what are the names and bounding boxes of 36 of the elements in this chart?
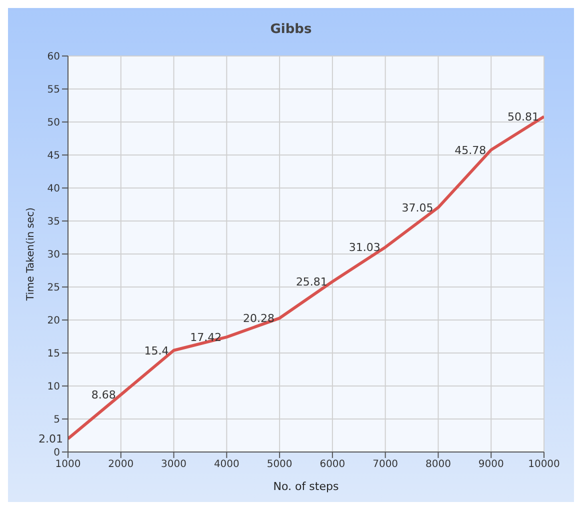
y-tick-label: 15 — [47, 348, 60, 360]
data-label: 20.28 — [243, 312, 275, 326]
y-tick-label: 40 — [47, 184, 60, 195]
x-tick-label: 6000 — [320, 459, 346, 470]
x-tick-label: 4000 — [214, 459, 240, 470]
x-tick-label: 5000 — [266, 459, 292, 470]
data-label: 50.81 — [508, 110, 539, 124]
y-tick-label: 10 — [47, 382, 60, 393]
y-tick-label: 5 — [54, 414, 60, 426]
data-label: 15.4 — [144, 344, 169, 358]
data-label: 8.68 — [91, 388, 116, 402]
chart-title: Gibbs — [269, 21, 313, 39]
y-tick-label: 35 — [47, 216, 60, 228]
y-tick-label: 50 — [47, 118, 60, 129]
y-tick-label: 30 — [47, 250, 60, 261]
x-tick-label: 9000 — [478, 459, 504, 470]
data-label: 25.81 — [296, 276, 328, 289]
x-tick-label: 10000 — [528, 459, 560, 470]
data-label: 45.78 — [454, 144, 486, 157]
data-label: 37.05 — [402, 201, 434, 214]
data-label: 17.42 — [190, 330, 222, 344]
data-label: 2.01 — [38, 432, 63, 446]
x-tick-label: 7000 — [372, 459, 398, 470]
y-tick-label: 60 — [47, 52, 60, 63]
y-tick-label: 25 — [47, 282, 60, 294]
x-tick-label: 1000 — [55, 459, 81, 470]
y-tick-label: 0 — [54, 448, 60, 459]
y-tick-label: 55 — [47, 84, 60, 96]
x-tick-label: 3000 — [161, 459, 187, 470]
y-axis-title: Time Taken(in sec) — [26, 207, 37, 302]
y-tick-label: 45 — [47, 150, 60, 162]
x-tick-label: 8000 — [425, 459, 451, 470]
y-tick-label: 20 — [47, 316, 60, 327]
x-axis-title: No. of steps — [273, 480, 339, 493]
x-tick-label: 2000 — [108, 459, 134, 470]
data-label: 31.03 — [348, 241, 380, 254]
